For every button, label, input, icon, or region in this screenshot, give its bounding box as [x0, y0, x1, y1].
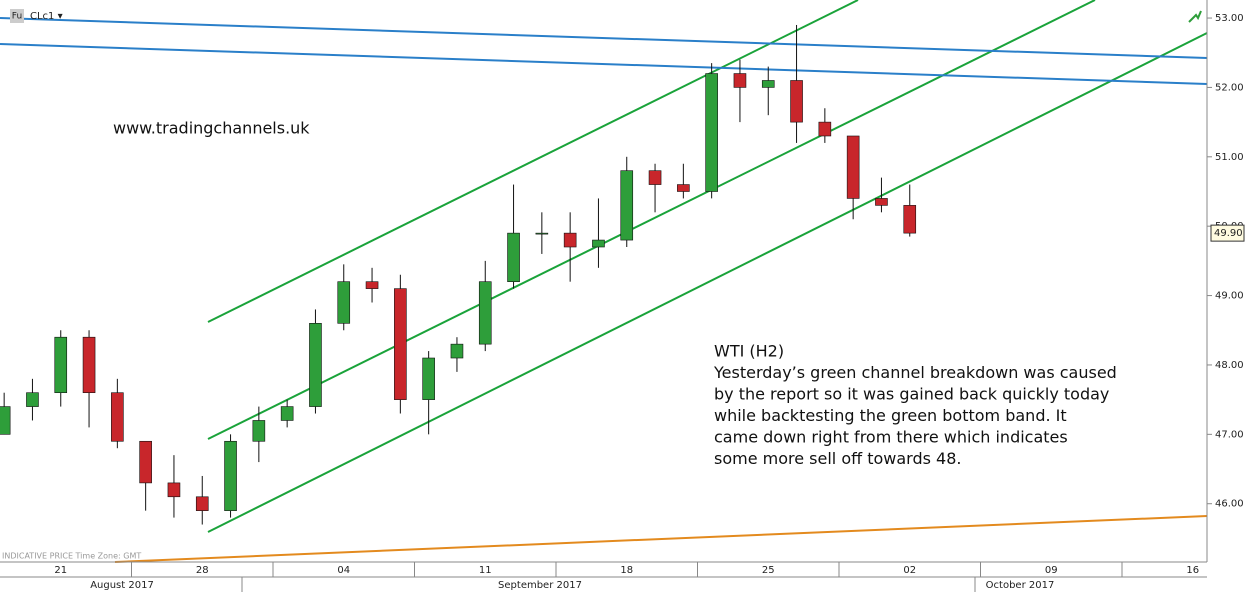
candle-body	[733, 73, 747, 88]
x-tick-label: 18	[620, 565, 633, 576]
candle-body	[280, 406, 294, 421]
last-price-box	[1210, 224, 1245, 242]
candle-body	[761, 80, 775, 88]
y-tick-label: 53.00	[1215, 13, 1244, 24]
candle-body	[818, 121, 832, 137]
candle-body	[450, 343, 464, 359]
y-tick-label: 49.00	[1215, 291, 1244, 302]
candle-body	[790, 80, 803, 123]
candle-body	[677, 184, 690, 192]
candle-body	[563, 232, 577, 248]
channel-top	[207, 0, 859, 323]
month-label: September 2017	[498, 580, 582, 591]
y-tick-label: 46.00	[1215, 499, 1244, 510]
candle-body	[337, 281, 351, 324]
candle-body	[252, 420, 266, 442]
blue-line-upper	[0, 17, 1208, 59]
annotation-line: WTI (H2)	[714, 342, 784, 361]
x-tick-label: 11	[479, 565, 492, 576]
candle-body	[592, 239, 605, 248]
candle-body	[535, 232, 549, 235]
annotation-line: came down right from there which indicat…	[714, 428, 1068, 447]
candle-body	[195, 496, 209, 511]
symbol-badge-box	[10, 9, 24, 23]
symbol-badge: Fu	[12, 12, 22, 22]
candle-body	[705, 73, 718, 192]
month-label: August 2017	[90, 580, 154, 591]
orange-line	[114, 515, 1208, 563]
annotation-line: while backtesting the green bottom band.…	[714, 406, 1067, 425]
candle-body	[365, 281, 379, 289]
candle-body	[224, 440, 237, 511]
candle-body	[620, 170, 634, 241]
candle-body	[648, 170, 662, 185]
trendlines	[0, 0, 1208, 563]
candle-body	[903, 205, 917, 234]
x-tick-label: 02	[903, 565, 916, 576]
annotation-line: some more sell off towards 48.	[714, 449, 962, 468]
channel-middle	[207, 0, 1096, 440]
month-label: October 2017	[986, 580, 1055, 591]
last-price-label: 49.90	[1214, 228, 1243, 239]
website: www.tradingchannels.uk	[113, 119, 310, 138]
y-tick-label: 52.00	[1215, 82, 1244, 93]
blue-line-lower	[0, 43, 1208, 85]
candle-body	[422, 357, 435, 400]
candle-body	[26, 392, 39, 407]
x-tick-label: 09	[1045, 565, 1058, 576]
x-tick-label: 16	[1186, 565, 1199, 576]
x-tick-label: 04	[337, 565, 350, 576]
y-tick-label: 51.00	[1215, 152, 1244, 163]
candle-body	[54, 336, 68, 394]
candle-body	[0, 406, 11, 435]
x-tick-label: 28	[196, 565, 209, 576]
candle-body	[111, 392, 124, 442]
footer-note: INDICATIVE PRICE Time Zone: GMT	[2, 552, 141, 561]
y-tick-label: 48.00	[1215, 360, 1244, 371]
candle-body	[507, 232, 520, 282]
x-tick-label: 25	[762, 565, 775, 576]
y-tick-label: 47.00	[1215, 429, 1244, 440]
annotation-line: Yesterday’s green channel breakdown was …	[713, 363, 1117, 382]
candle-body	[82, 336, 96, 394]
trend-icon	[1188, 10, 1202, 23]
x-tick-label: 21	[54, 565, 67, 576]
channel-bottom	[207, 32, 1208, 533]
candle-body	[167, 482, 181, 498]
candle-body	[478, 281, 492, 345]
candle-body	[875, 198, 888, 206]
candle-body	[846, 135, 860, 199]
candle-body	[139, 440, 152, 484]
candle-body	[394, 288, 407, 400]
annotation-line: by the report so it was gained back quic…	[714, 385, 1109, 404]
symbol[interactable]: CLc1 ▾	[30, 11, 63, 22]
candle-body	[309, 323, 322, 407]
